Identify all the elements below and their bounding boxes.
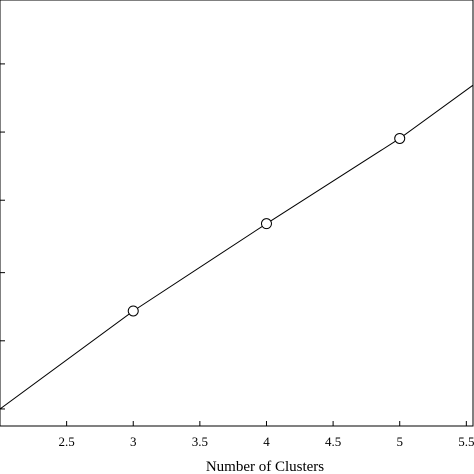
y-axis-ticks xyxy=(0,63,5,410)
series-group xyxy=(0,84,474,410)
x-tick-label-1: 3 xyxy=(130,434,137,449)
x-axis-label: Number of Clusters xyxy=(206,459,324,474)
x-axis-tick-labels: 2.5 3 3.5 4 4.5 5 5.5 xyxy=(58,434,474,449)
x-tick-label-6: 5.5 xyxy=(458,434,474,449)
data-point-marker-0 xyxy=(127,305,139,317)
x-tick-label-5: 5 xyxy=(396,434,403,449)
x-tick-label-4: 4.5 xyxy=(325,434,341,449)
data-point-marker-2 xyxy=(394,132,406,144)
x-tick-label-3: 4 xyxy=(263,434,270,449)
x-tick-label-2: 3.5 xyxy=(192,434,208,449)
data-point-marker-1 xyxy=(260,218,272,230)
x-tick-label-0: 2.5 xyxy=(58,434,74,449)
plot-area-frame xyxy=(0,0,474,427)
x-axis-ticks xyxy=(66,421,467,426)
